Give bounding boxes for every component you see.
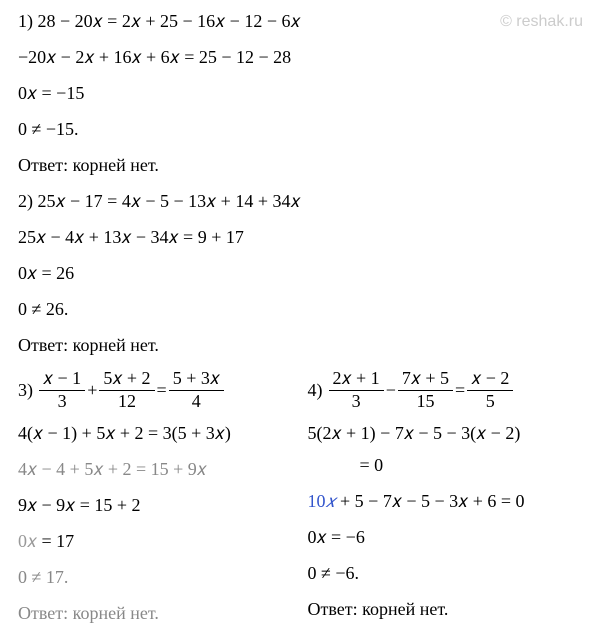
p3-f1-num: 𝑥 − 1 <box>39 368 85 391</box>
p4-f1-den: 3 <box>329 391 384 413</box>
p4-l3-x: 𝑥 <box>326 491 336 511</box>
watermark: © reshak.ru <box>500 10 583 34</box>
p4-f3-num: 𝑥 − 2 <box>467 368 513 391</box>
p4-answer: Ответ: корней нет. <box>308 596 588 623</box>
p2-line2: 25𝑥 − 4𝑥 + 13𝑥 − 34𝑥 = 9 + 17 <box>18 224 587 251</box>
p3-f2-den: 12 <box>99 391 154 413</box>
p3-number: 3) <box>18 377 33 404</box>
p3-f3-den: 4 <box>169 391 224 413</box>
p4-l3-rest: + 5 − 7𝑥 − 5 − 3𝑥 + 6 = 0 <box>336 491 525 511</box>
p4-minus: − <box>386 377 396 404</box>
p1-line2: −20𝑥 − 2𝑥 + 16𝑥 + 6𝑥 = 25 − 12 − 28 <box>18 44 587 71</box>
p3-line5: 0𝑥 = 17 <box>18 528 298 555</box>
p4-eq: 4) 2𝑥 + 1 3 − 7𝑥 + 5 15 = 𝑥 − 2 5 <box>308 368 588 412</box>
p3-eq: 3) 𝑥 − 1 3 + 5𝑥 + 2 12 = 5 + 3𝑥 4 <box>18 368 298 412</box>
p2-line3: 0𝑥 = 26 <box>18 260 587 287</box>
p4-l3-blue: 10 <box>308 491 326 511</box>
p3-answer: Ответ: корней нет. <box>18 600 298 627</box>
p4-number: 4) <box>308 377 323 404</box>
p3-l5b: = 17 <box>42 531 75 551</box>
p2-line4: 0 ≠ 26. <box>18 296 587 323</box>
p4-frac1: 2𝑥 + 1 3 <box>329 368 384 412</box>
two-column-section: 3) 𝑥 − 1 3 + 5𝑥 + 2 12 = 5 + 3𝑥 4 4(𝑥 − … <box>18 368 587 636</box>
p1-line4: 0 ≠ −15. <box>18 116 587 143</box>
p4-f2-den: 15 <box>398 391 453 413</box>
p4-frac2: 7𝑥 + 5 15 <box>398 368 453 412</box>
p3-l5a: 0𝑥 <box>18 531 42 551</box>
p3-frac3: 5 + 3𝑥 4 <box>169 368 224 412</box>
p4-eq-sign: = <box>455 377 465 404</box>
p1-line3: 0𝑥 = −15 <box>18 80 587 107</box>
p1-answer: Ответ: корней нет. <box>18 152 587 179</box>
p3-frac1: 𝑥 − 1 3 <box>39 368 85 412</box>
p3-frac2: 5𝑥 + 2 12 <box>99 368 154 412</box>
p3-plus: + <box>87 377 97 404</box>
p4-line5: 0 ≠ −6. <box>308 560 588 587</box>
p3-line4: 9𝑥 − 9𝑥 = 15 + 2 <box>18 492 298 519</box>
p4-f2-num: 7𝑥 + 5 <box>398 368 453 391</box>
p2-line1: 2) 25𝑥 − 17 = 4𝑥 − 5 − 13𝑥 + 14 + 34𝑥 <box>18 188 587 215</box>
p4-line2b: = 0 <box>308 452 588 479</box>
p2-answer: Ответ: корней нет. <box>18 332 587 359</box>
p3-f1-den: 3 <box>39 391 85 413</box>
p4-f3-den: 5 <box>467 391 513 413</box>
p4-f1-num: 2𝑥 + 1 <box>329 368 384 391</box>
p3-line2: 4(𝑥 − 1) + 5𝑥 + 2 = 3(5 + 3𝑥) <box>18 420 298 447</box>
p3-f2-num: 5𝑥 + 2 <box>99 368 154 391</box>
p3-eq-sign: = <box>157 377 167 404</box>
p3-line3: 4𝑥 − 4 + 5𝑥 + 2 = 15 + 9𝑥 <box>18 456 298 483</box>
col-problem-3: 3) 𝑥 − 1 3 + 5𝑥 + 2 12 = 5 + 3𝑥 4 4(𝑥 − … <box>18 368 308 636</box>
p4-line2: 5(2𝑥 + 1) − 7𝑥 − 5 − 3(𝑥 − 2) <box>308 420 588 447</box>
p4-frac3: 𝑥 − 2 5 <box>467 368 513 412</box>
col-problem-4: 4) 2𝑥 + 1 3 − 7𝑥 + 5 15 = 𝑥 − 2 5 5(2𝑥 +… <box>308 368 588 636</box>
p4-line4: 0𝑥 = −6 <box>308 524 588 551</box>
p3-f3-num: 5 + 3𝑥 <box>169 368 224 391</box>
p3-line6: 0 ≠ 17. <box>18 564 298 591</box>
p4-line3: 10𝑥 + 5 − 7𝑥 − 5 − 3𝑥 + 6 = 0 <box>308 488 588 515</box>
